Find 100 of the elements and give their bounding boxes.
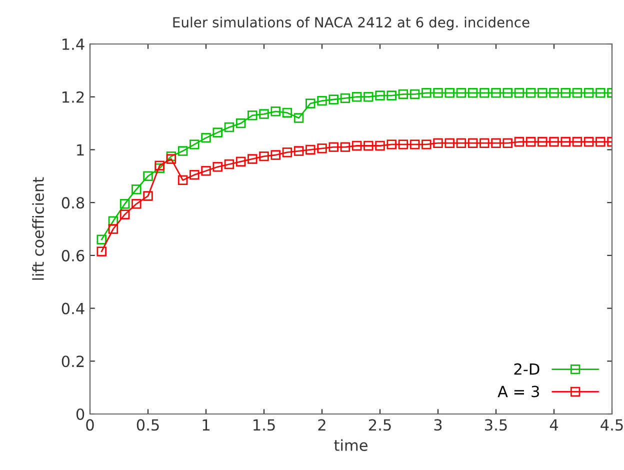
point: [224, 159, 234, 170]
point: [306, 98, 316, 108]
point: [398, 89, 408, 100]
point: [294, 146, 304, 156]
x-tick-label: 3.5: [485, 419, 507, 431]
point: [480, 88, 490, 98]
point: [259, 109, 269, 119]
point: [120, 210, 130, 220]
point: [178, 146, 188, 156]
point: [514, 88, 524, 98]
point: [502, 138, 512, 148]
point: [596, 88, 606, 98]
point: [444, 88, 454, 98]
point: [166, 154, 176, 164]
point: [456, 88, 466, 98]
point: [248, 110, 258, 120]
point: [317, 144, 327, 154]
point: [317, 96, 327, 106]
point: [560, 88, 570, 98]
point: [328, 142, 338, 152]
point: [108, 216, 118, 226]
point: [259, 151, 269, 162]
point: [538, 88, 548, 98]
point: [236, 118, 246, 128]
point: [224, 122, 234, 132]
point: [212, 128, 222, 138]
x-tick-label: 0: [86, 419, 94, 431]
point: [364, 92, 374, 102]
point: [282, 108, 292, 118]
point: [143, 171, 153, 182]
point: [468, 138, 478, 148]
point: [468, 88, 478, 98]
y-tick-label: 0.6: [62, 250, 84, 262]
x-tick-label: 0.5: [136, 419, 159, 431]
point: [422, 88, 432, 98]
point: [480, 138, 490, 148]
y-tick-label: 0.8: [62, 197, 84, 209]
point: [386, 140, 396, 150]
point: [270, 150, 280, 160]
point: [491, 88, 501, 98]
y-tick-label: 0.2: [62, 356, 84, 368]
point: [502, 88, 512, 98]
point: [352, 140, 362, 151]
point: [526, 88, 536, 98]
x-tick-label: 4.5: [600, 419, 623, 431]
point: [143, 191, 153, 201]
point: [433, 138, 443, 148]
point: [538, 136, 548, 147]
point: [398, 140, 408, 150]
point: [375, 90, 385, 100]
point: [375, 140, 385, 151]
y-tick-label: 0.4: [62, 302, 84, 314]
point: [340, 142, 350, 152]
point: [96, 246, 106, 256]
point: [584, 88, 594, 98]
point: [352, 92, 362, 102]
y-axis-title: lift coefficient: [32, 177, 44, 280]
point: [364, 140, 374, 151]
point: [549, 88, 559, 98]
point: [190, 170, 200, 180]
x-axis-title: time: [334, 439, 368, 452]
x-tick-label: 1.5: [254, 419, 275, 431]
y-tick-label: 0: [76, 408, 84, 420]
point: [236, 156, 246, 166]
point: [328, 94, 338, 104]
point: [549, 136, 559, 147]
point: [340, 93, 350, 104]
point: [560, 136, 570, 147]
chart-title: Euler simulations of NACA 2412 at 6 deg. incidence: [173, 16, 530, 30]
point: [584, 136, 594, 147]
point: [190, 140, 200, 150]
x-tick-label: 1: [202, 419, 210, 430]
y-tick-label: 1.2: [62, 91, 84, 103]
point: [270, 106, 280, 116]
point: [212, 162, 222, 172]
point: [248, 154, 258, 164]
point: [433, 88, 443, 98]
x-tick-label: 2: [318, 419, 326, 430]
y-tick-label: 1: [77, 144, 84, 156]
point: [491, 138, 501, 148]
point: [456, 138, 466, 148]
point: [120, 199, 130, 209]
point: [386, 90, 396, 100]
point: [132, 184, 142, 194]
point: [294, 113, 304, 123]
point: [422, 140, 432, 150]
x-tick-label: 3: [434, 419, 442, 431]
point: [282, 147, 292, 158]
point: [596, 136, 606, 147]
point: [201, 132, 211, 143]
point: [108, 224, 118, 234]
point: [178, 175, 188, 185]
point: [154, 160, 164, 170]
point: [572, 136, 582, 147]
point: [444, 138, 454, 148]
legend-label: 2-D: [514, 363, 540, 375]
point: [572, 88, 582, 98]
point: [514, 136, 524, 147]
point: [410, 89, 420, 100]
point: [132, 199, 142, 209]
